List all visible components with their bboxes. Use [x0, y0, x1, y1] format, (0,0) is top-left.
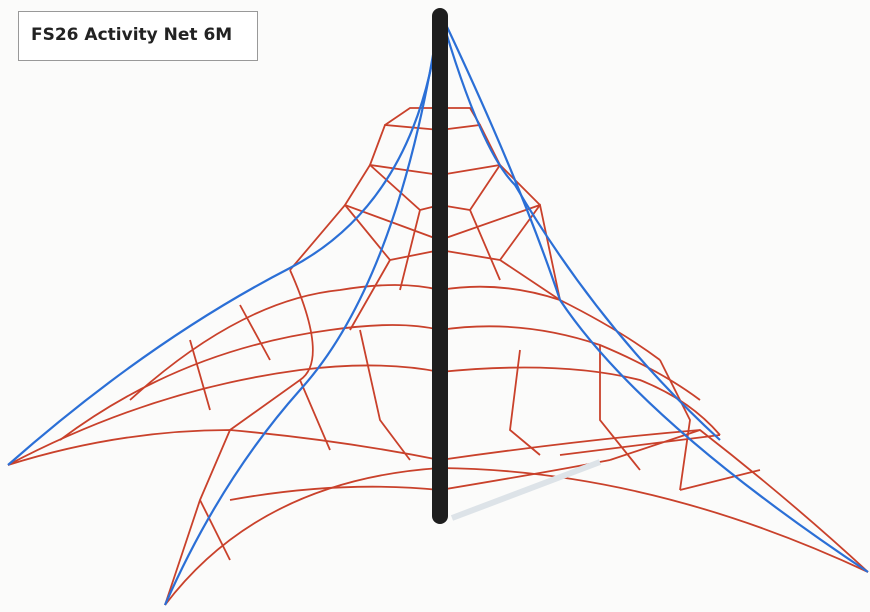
product-label: FS26 Activity Net 6M: [31, 25, 233, 45]
pole: [432, 8, 448, 524]
blue-ropes: [7, 11, 869, 606]
pole-shadow: [450, 459, 602, 521]
label-box: FS26 Activity Net 6M: [18, 11, 258, 61]
